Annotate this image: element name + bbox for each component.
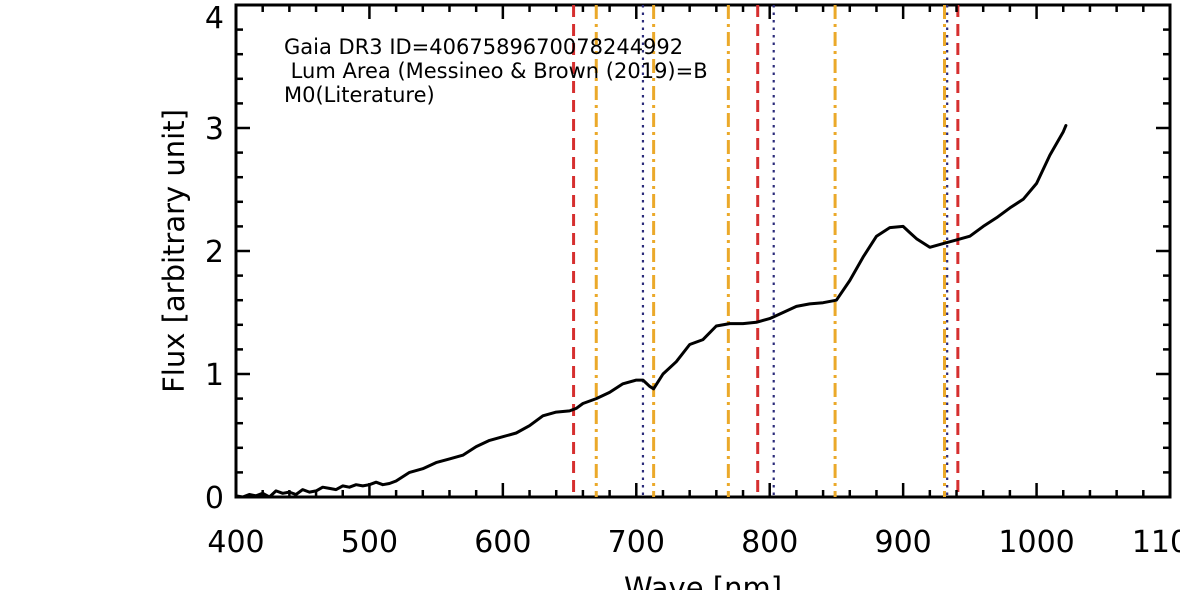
axis-ticks [234,3,1172,499]
x-tick-label: 900 [875,525,932,560]
reference-lines [572,5,960,497]
annotation-gaia-id: Gaia DR3 ID=4067589670078244992 [284,35,683,59]
annotation-lum-area: Lum Area (Messineo & Brown (2019)=B [284,59,708,83]
x-tick-label: 800 [741,525,798,560]
x-tick-label: 700 [608,525,665,560]
annotation-spectral-type: M0(Literature) [284,83,435,107]
series-line [236,124,1068,497]
x-tick-label: 600 [474,525,531,560]
y-tick-label: 0 [205,481,224,516]
y-axis-title: Flux [arbitrary unit] [157,109,191,393]
x-tick-label: 500 [341,525,398,560]
x-tick-label: 1000 [998,525,1074,560]
x-tick-label: 400 [207,525,264,560]
x-axis-title: Wave [nm] [624,571,782,590]
y-tick-label: 2 [205,235,224,270]
y-tick-label: 4 [205,1,224,36]
y-tick-label: 3 [205,112,224,147]
y-tick-label: 1 [205,358,224,393]
series-layer [236,124,1068,497]
